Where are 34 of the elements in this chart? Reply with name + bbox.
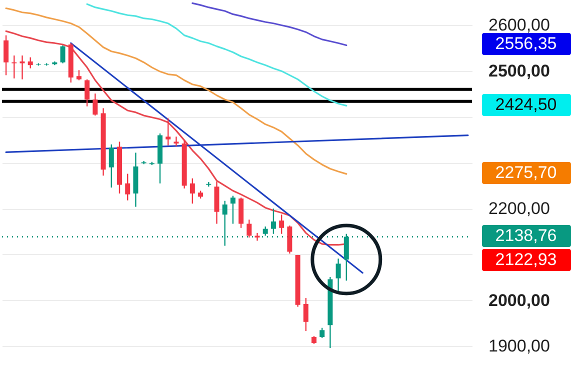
y-tick-label: 2500,00 — [488, 62, 550, 81]
text: 2138,76 — [495, 226, 557, 245]
candlestick — [125, 173, 130, 201]
line-series — [192, 2, 348, 46]
line-series — [86, 3, 348, 106]
candlestick — [230, 195, 236, 224]
candlestick — [92, 92, 98, 116]
candlestick — [108, 144, 114, 188]
y-tick-label: 1900,00 — [488, 336, 550, 356]
text: 2424,50 — [495, 95, 557, 114]
candlestick — [303, 297, 308, 332]
candlestick — [28, 56, 33, 69]
candlestick — [20, 54, 25, 80]
candlestick — [246, 219, 252, 238]
candlestick — [320, 327, 325, 339]
candlestick — [190, 178, 195, 204]
y-tick-label: 2200,00 — [488, 199, 550, 218]
candlestick — [12, 54, 17, 80]
candlestick — [84, 78, 90, 107]
candlestick — [279, 214, 284, 234]
line-series — [5, 7, 348, 175]
candlestick — [76, 70, 82, 81]
candlestick — [174, 136, 179, 147]
text: 2275,70 — [495, 163, 557, 182]
candlestick — [166, 118, 171, 146]
y-tick-label: 2600,00 — [488, 16, 550, 35]
candlestick — [262, 226, 268, 236]
candlestick — [60, 44, 66, 64]
candlestick — [336, 258, 341, 294]
candlestick — [4, 34, 9, 76]
candlestick — [270, 208, 276, 234]
y-tick-label: 2000,00 — [488, 290, 550, 310]
text: 2122,93 — [495, 250, 557, 269]
text: 2556,35 — [495, 34, 557, 53]
